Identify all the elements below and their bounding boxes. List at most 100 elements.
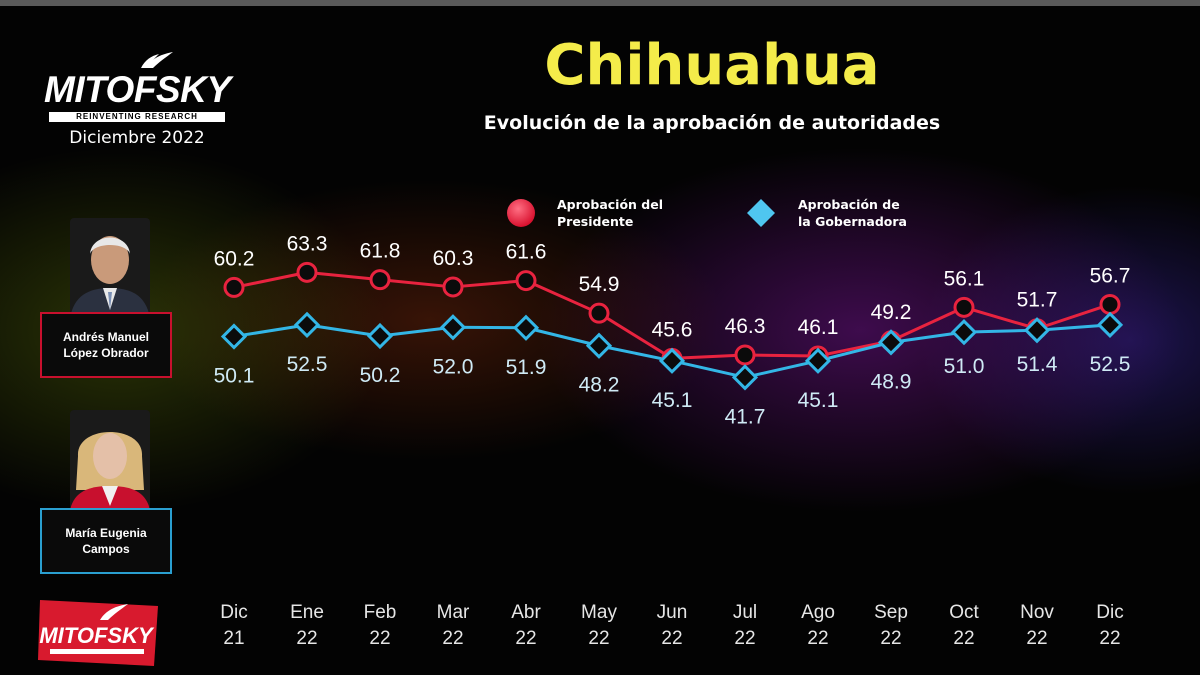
governor-value-label: 41.7	[725, 405, 766, 428]
x-tick-label: Mar	[437, 602, 470, 623]
x-tick-label: 22	[515, 628, 536, 649]
president-point	[442, 276, 464, 298]
governor-point	[220, 323, 248, 350]
governor-value-label: 48.9	[871, 370, 912, 393]
president-value-label: 61.8	[360, 240, 401, 263]
president-value-label: 49.2	[871, 301, 912, 324]
president-value-label: 54.9	[579, 273, 620, 296]
x-tick-label: 22	[369, 628, 390, 649]
mitofsky-badge: MITOFSKY	[38, 600, 158, 666]
wing-icon	[141, 52, 173, 68]
governor-photo	[70, 410, 150, 510]
x-axis: Dic 21 Ene 22 Feb 22 Mar 22 Abr 22 May 22 Jun 22 Jul 22…	[220, 602, 1123, 649]
chart-title: Chihuahua	[544, 33, 880, 98]
top-border	[0, 0, 1200, 6]
x-tick-label: Abr	[511, 602, 541, 623]
legend-president: Aprobación del Presidente	[557, 196, 663, 230]
president-point	[734, 344, 756, 366]
president-value-label: 61.6	[506, 241, 547, 264]
brand-name: MITOFSKY	[44, 69, 231, 110]
governor-value-label: 45.1	[652, 389, 693, 412]
governor-point	[439, 314, 467, 341]
x-tick-label: 22	[661, 628, 682, 649]
report-date: Diciembre 2022	[69, 128, 205, 148]
x-tick-label: 22	[734, 628, 755, 649]
governor-point	[950, 319, 978, 346]
x-tick-label: Feb	[364, 602, 397, 623]
legend-president-line1: Aprobación del	[557, 197, 663, 212]
governor-point	[366, 322, 394, 350]
governor-point	[1096, 311, 1124, 338]
president-value-label: 56.1	[944, 267, 985, 290]
president-name-box: Andrés Manuel López Obrador	[40, 312, 172, 378]
data-labels: 60.2 63.3 61.8 60.3 61.6 54.9 45.6 46.3 46.1 49.2…	[214, 232, 1131, 428]
governor-point	[804, 347, 832, 374]
x-tick-label: 22	[807, 628, 828, 649]
president-point	[1099, 293, 1121, 315]
x-tick-label: Ene	[290, 602, 324, 623]
president-point	[369, 269, 391, 291]
governor-value-label: 50.1	[214, 365, 255, 388]
badge-brand: MITOFSKY	[39, 623, 155, 648]
president-name-line1: Andrés Manuel	[62, 330, 149, 344]
president-value-label: 46.1	[798, 316, 839, 339]
president-value-label: 63.3	[287, 232, 328, 255]
x-tick-label: 22	[953, 628, 974, 649]
president-value-label: 60.2	[214, 247, 255, 270]
x-tick-label: 22	[296, 628, 317, 649]
president-point	[223, 276, 245, 298]
governor-value-label: 51.9	[506, 356, 547, 379]
governor-point	[731, 364, 759, 391]
governor-point	[293, 311, 321, 338]
president-name-line2: López Obrador	[63, 346, 149, 360]
governor-value-label: 51.0	[944, 355, 985, 378]
governor-point	[1023, 317, 1051, 344]
x-tick-label: 22	[442, 628, 463, 649]
president-value-label: 51.7	[1017, 289, 1058, 312]
governor-value-label: 50.2	[360, 364, 401, 387]
president-point	[588, 302, 610, 324]
x-tick-label: Jul	[733, 602, 757, 623]
x-tick-label: Jun	[657, 602, 688, 623]
x-tick-label: Dic	[220, 602, 247, 623]
x-tick-label: Nov	[1020, 602, 1054, 623]
governor-value-label: 48.2	[579, 374, 620, 397]
x-tick-label: 22	[588, 628, 609, 649]
president-point	[953, 296, 975, 318]
legend-governor: Aprobación de la Gobernadora	[798, 196, 907, 230]
x-tick-label: Sep	[874, 602, 908, 623]
mitofsky-logo: MITOFSKY REINVENTING RESEARCH Diciembre …	[44, 50, 231, 148]
president-point	[296, 261, 318, 283]
legend-diamond-marker	[747, 199, 775, 227]
governor-name-line2: Campos	[82, 542, 130, 556]
series-markers	[220, 261, 1124, 391]
president-value-label: 56.7	[1090, 264, 1131, 287]
governor-point	[512, 314, 540, 341]
governor-point	[585, 332, 613, 359]
governor-value-label: 52.0	[433, 355, 474, 378]
brand-tagline: REINVENTING RESEARCH	[49, 112, 225, 122]
president-value-label: 46.3	[725, 315, 766, 338]
x-tick-label: 22	[1099, 628, 1120, 649]
x-tick-label: 21	[223, 628, 244, 649]
x-tick-label: 22	[880, 628, 901, 649]
x-tick-label: Ago	[801, 602, 835, 623]
president-point	[515, 270, 537, 292]
chart-subtitle: Evolución de la aprobación de autoridade…	[483, 112, 941, 134]
president-value-label: 60.3	[433, 247, 474, 270]
president-value-label: 45.6	[652, 318, 693, 341]
governor-value-label: 52.5	[287, 353, 328, 376]
x-tick-label: Oct	[949, 602, 979, 623]
governor-name-box: María Eugenia Campos	[40, 508, 172, 574]
governor-value-label: 52.5	[1090, 353, 1131, 376]
legend-circle-marker	[507, 199, 535, 227]
x-tick-label: May	[581, 602, 617, 623]
x-tick-label: Dic	[1096, 602, 1123, 623]
legend-president-line2: Presidente	[557, 214, 634, 229]
governor-point	[877, 329, 905, 356]
governor-name-line1: María Eugenia	[65, 526, 147, 540]
governor-point	[658, 347, 686, 374]
governor-value-label: 51.4	[1017, 353, 1058, 376]
president-photo	[70, 218, 150, 318]
